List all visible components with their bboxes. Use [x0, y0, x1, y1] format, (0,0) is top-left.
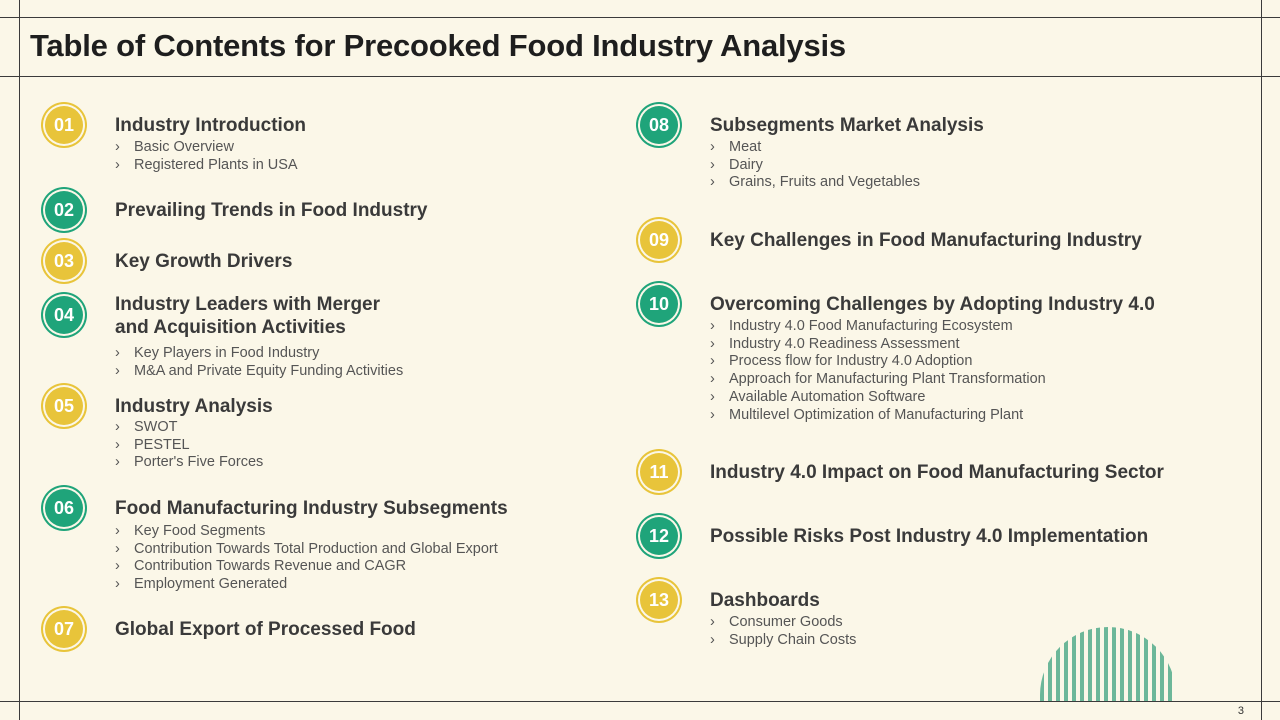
toc-subitem: › Key Players in Food Industry — [115, 345, 320, 361]
chevron-right-icon: › — [710, 335, 715, 352]
toc-number-badge: 02 — [45, 191, 83, 229]
toc-number-badge: 11 — [640, 453, 678, 491]
toc-subitem: › Contribution Towards Revenue and CAGR — [115, 558, 407, 575]
chevron-right-icon: › — [710, 371, 715, 388]
chevron-right-icon: › — [115, 558, 120, 575]
toc-subitems: › Key Players in Food Industry › M&A and P… — [115, 345, 403, 380]
toc-subitem: › Approach for Manufacturing Plant Transf… — [710, 371, 1046, 388]
frame-top-line — [0, 17, 1280, 18]
toc-number-badge: 07 — [45, 610, 83, 648]
toc-subitem: › Process flow for Industry 4.0 Adoption — [710, 353, 973, 370]
chevron-right-icon: › — [115, 436, 120, 453]
toc-subitem: › Available Automation Software — [710, 388, 926, 405]
toc-number-badge: 06 — [45, 489, 83, 527]
toc-heading-line-2: and Acquisition Activities — [115, 317, 346, 338]
chevron-right-icon: › — [710, 388, 715, 405]
chevron-right-icon: › — [115, 540, 120, 557]
toc-heading: Industry Analysis — [115, 396, 273, 417]
toc-subitem: › Employment Generated — [115, 576, 288, 593]
toc-subitem: › Key Food Segments — [115, 523, 266, 539]
toc-subitem: › Multilevel Optimization of Manufacturin… — [710, 406, 1024, 423]
toc-number-badge: 12 — [640, 517, 678, 555]
chevron-right-icon: › — [710, 406, 715, 423]
toc-number-badge: 05 — [45, 387, 83, 425]
toc-heading: Key Challenges in Food Manufacturing Ind… — [710, 230, 1142, 251]
chevron-right-icon: › — [115, 523, 120, 539]
toc-subitem: › Registered Plants in USA — [115, 156, 298, 173]
chevron-right-icon: › — [115, 345, 120, 361]
toc-heading: Prevailing Trends in Food Industry — [115, 200, 428, 221]
chevron-right-icon: › — [710, 156, 715, 173]
toc-heading: Key Growth Drivers — [115, 251, 293, 272]
decorative-striped-arch — [1040, 627, 1176, 701]
frame-title-underline — [0, 76, 1280, 77]
toc-subitems: › Consumer Goods › Supply Chain Costs — [710, 614, 856, 649]
page-number: 3 — [1237, 705, 1244, 717]
toc-heading: Industry Introduction — [115, 115, 307, 136]
toc-subitems: › Key Food Segments › Contribution Towards… — [115, 523, 498, 594]
toc-number-badge: 10 — [640, 285, 678, 323]
chevron-right-icon: › — [115, 454, 120, 471]
toc-subitem: › Consumer Goods — [710, 614, 843, 630]
toc-heading: Overcoming Challenges by Adopting Indust… — [710, 294, 1155, 315]
toc-heading: Food Manufacturing Industry Subsegments — [115, 498, 508, 519]
toc-subitem: › PESTEL — [115, 436, 190, 453]
chevron-right-icon: › — [710, 174, 715, 191]
toc-subitems: › Meat › Dairy › Grains, Fruits and Vegetab… — [710, 139, 920, 192]
toc-heading: Global Export of Processed Food — [115, 619, 416, 640]
chevron-right-icon: › — [115, 156, 120, 173]
frame-bottom-line — [0, 701, 1280, 702]
toc-heading: Subsegments Market Analysis — [710, 115, 984, 136]
chevron-right-icon: › — [115, 576, 120, 593]
chevron-right-icon: › — [115, 419, 120, 435]
chevron-right-icon: › — [115, 139, 120, 155]
toc-number-badge: 08 — [640, 106, 678, 144]
toc-subitems: › SWOT › PESTEL › Porter's Five Forces — [115, 419, 263, 472]
page-title: Table of Contents for Precooked Food Ind… — [30, 28, 846, 63]
toc-subitem: › M&A and Private Equity Funding Activiti… — [115, 362, 404, 379]
toc-number-badge: 01 — [45, 106, 83, 144]
chevron-right-icon: › — [710, 614, 715, 630]
toc-heading: Dashboards — [710, 590, 820, 611]
toc-heading: Industry 4.0 Impact on Food Manufacturin… — [710, 462, 1164, 483]
toc-subitem: › Dairy — [710, 156, 763, 173]
toc-number-badge: 03 — [45, 242, 83, 280]
toc-heading-line-1: Industry Leaders with Merger — [115, 294, 381, 315]
chevron-right-icon: › — [710, 353, 715, 370]
toc-number-badge: 04 — [45, 296, 83, 334]
toc-subitem: › Industry 4.0 Readiness Assessment — [710, 335, 960, 352]
toc-subitem: › Contribution Towards Total Production a… — [115, 540, 498, 557]
toc-heading: Possible Risks Post Industry 4.0 Impleme… — [710, 526, 1149, 547]
toc-subitem: › SWOT — [115, 419, 178, 435]
chevron-right-icon: › — [710, 631, 715, 648]
toc-subitems: › Basic Overview › Registered Plants in US… — [115, 139, 298, 174]
toc-subitem: › Meat — [710, 139, 762, 155]
toc-number-badge: 13 — [640, 581, 678, 619]
chevron-right-icon: › — [115, 362, 120, 379]
toc-subitem: › Supply Chain Costs — [710, 631, 857, 648]
toc-subitem: › Porter's Five Forces — [115, 454, 264, 471]
chevron-right-icon: › — [710, 318, 715, 334]
toc-subitem: › Basic Overview — [115, 139, 234, 155]
toc-subitems: › Industry 4.0 Food Manufacturing Ecosyst… — [710, 318, 1046, 424]
frame-right-line — [1261, 0, 1262, 720]
toc-subitem: › Grains, Fruits and Vegetables — [710, 174, 921, 191]
chevron-right-icon: › — [710, 139, 715, 155]
toc-number-badge: 09 — [640, 221, 678, 259]
frame-left-line — [19, 0, 20, 720]
toc-subitem: › Industry 4.0 Food Manufacturing Ecosyst… — [710, 318, 1013, 334]
